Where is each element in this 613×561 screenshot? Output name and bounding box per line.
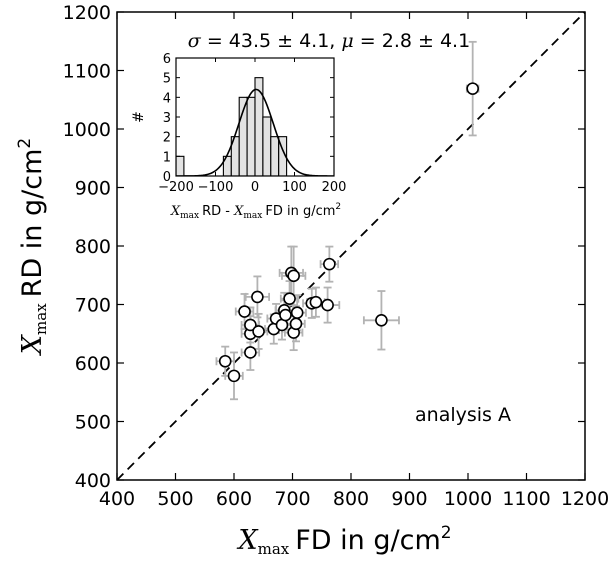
inset-y-label: # [131,111,147,123]
main-tick-labels: 400 500 600 700 800 900 1000 1100 12004005006007… [63,2,610,510]
x-tick-label: 1100 [502,488,550,510]
inset-y-tick-label: 4 [163,91,171,106]
histogram-bar [254,77,264,176]
data-point [244,346,257,359]
data-point [238,305,251,318]
x-tick-label: 800 [333,488,369,510]
inset-y-tick-label: 6 [163,52,171,67]
inset-frame [175,57,335,177]
y-tick-label: 1200 [63,2,111,24]
histogram-bar [176,155,185,176]
reference-line [117,12,585,480]
data-point [244,318,257,332]
x-tick-label: 1000 [444,488,492,510]
plot-frame [116,11,586,481]
inset-y-tick-label: 0 [163,170,171,185]
y-tick-label: 800 [75,236,111,258]
y-axis-label: XmaxRD in g/cm2 [15,138,50,356]
data-point [251,290,264,304]
x-tick-label: 400 [99,488,135,510]
inset-y-tick-label: 2 [163,131,171,146]
data-point [289,317,303,331]
y-tick-label: 1000 [63,119,111,141]
y-tick-label: 1100 [63,61,111,83]
inset-x-label: Xmax RD - Xmax FD in g/cm2 [170,202,341,221]
inset-x-tick-label: 200 [322,180,347,195]
histogram-bar [270,136,280,176]
data-point [218,354,232,368]
histogram-bar [278,136,288,176]
y-tick-label: 500 [75,412,111,434]
y-tick-label: 400 [75,470,111,492]
x-tick-label: 900 [391,488,427,510]
y-tick-label: 700 [75,295,111,317]
x-tick-label: 1200 [561,488,609,510]
inset-x-tick-label: 100 [282,180,307,195]
inset-tick-labels: −200 −100 0 100 200 0 1 2 3 4 5 6 [158,52,346,195]
data-point [466,82,479,95]
histogram-bar [262,116,272,176]
histogram-bar [246,96,256,176]
inset-histogram: −200 −100 0 100 200 0 1 2 3 4 5 6 σ = 43.5 ± 4.1, μ… [131,30,470,221]
x-tick-label: 600 [216,488,252,510]
data-point [290,306,304,319]
inset-y-tick-label: 1 [163,150,171,165]
data-point [283,292,296,305]
data-point [309,295,323,309]
data-point [252,325,265,338]
inset-y-tick-label: 3 [163,111,171,126]
x-axis-label: Xmax FD in g/cm2 [236,523,451,558]
inset-x-tick-label: 0 [251,180,259,195]
y-tick-label: 600 [75,353,111,375]
data-point [227,369,241,383]
data-point [375,313,388,327]
inset-title: σ = 43.5 ± 4.1, μ = 2.8 ± 4.1 [188,30,470,52]
histogram-bars [176,77,288,176]
inset-x-tick-label: −200 [158,180,194,195]
y-tick-label: 900 [75,178,111,200]
data-point [279,308,292,322]
inset-x-tick-label: −100 [198,180,234,195]
x-tick-label: 500 [157,488,193,510]
data-point [323,257,336,271]
gaussian-fit-curve [176,88,334,176]
data-point [287,269,300,283]
data-points [218,82,479,383]
inset-y-tick-label: 5 [163,72,171,87]
x-tick-label: 700 [274,488,310,510]
data-point [321,298,334,312]
analysis-annotation: analysis A [415,404,511,426]
